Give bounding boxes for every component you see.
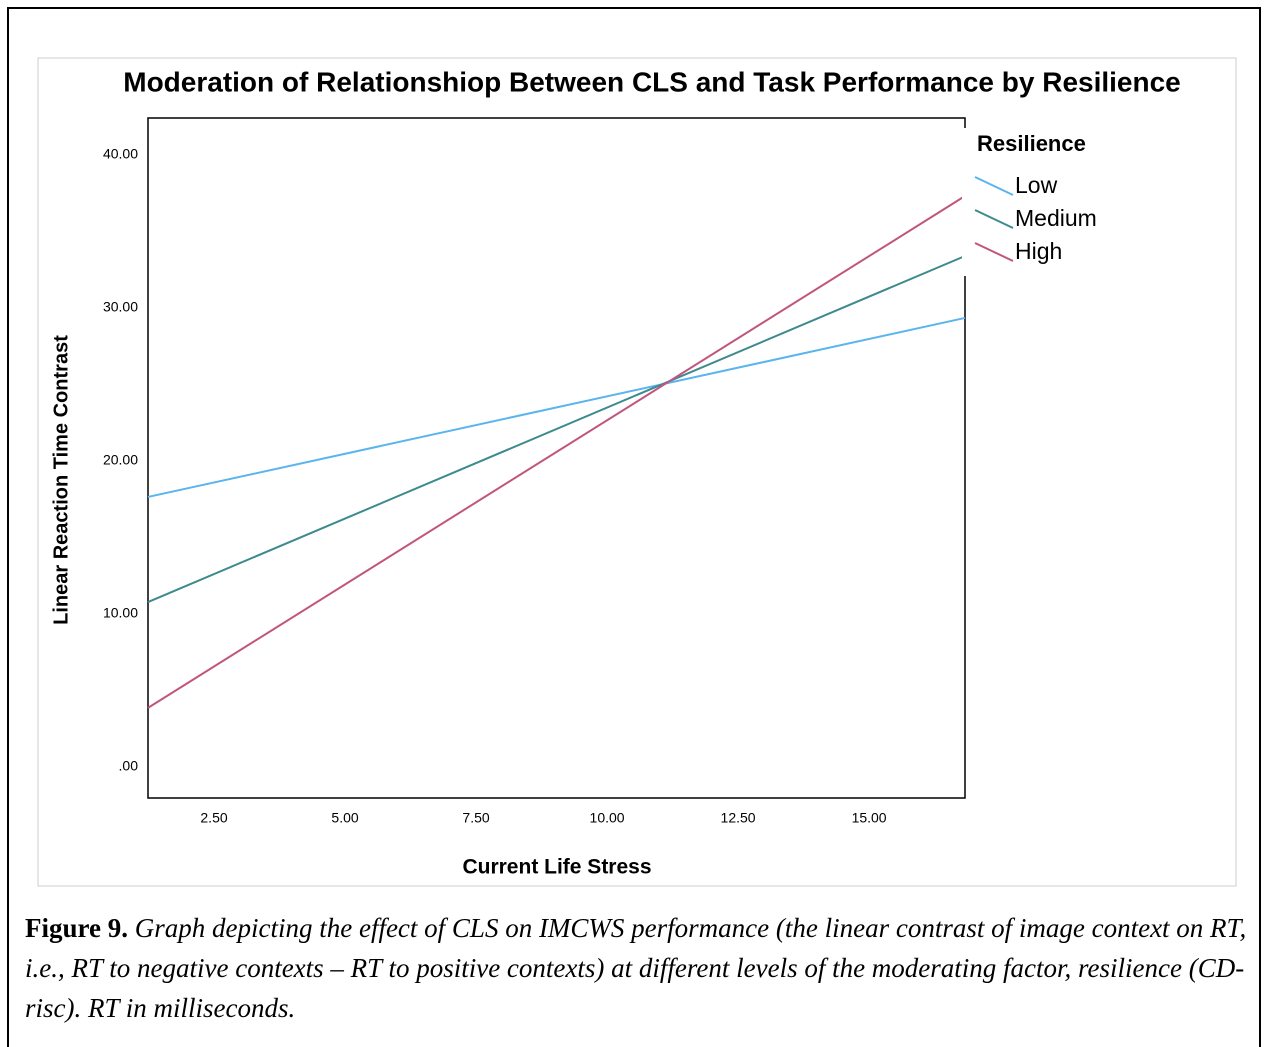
caption: Figure 9. Graph depicting the effect of … <box>25 908 1250 1028</box>
series-line <box>147 195 966 709</box>
legend-title: Resilience <box>977 131 1086 156</box>
x-tick-label: 15.00 <box>852 810 887 826</box>
x-tick-label: 7.50 <box>462 810 489 826</box>
x-tick-label: 5.00 <box>331 810 358 826</box>
y-tick-label: 40.00 <box>103 146 138 162</box>
caption-text: Graph depicting the effect of CLS on IMC… <box>25 913 1247 1023</box>
legend-box <box>962 128 1112 276</box>
x-tick-label: 2.50 <box>200 810 227 826</box>
legend-swatch <box>974 242 1014 262</box>
series-line <box>147 255 966 603</box>
x-axis-label: Current Life Stress <box>462 856 651 879</box>
plot-area <box>147 117 966 799</box>
y-tick-label: .00 <box>119 758 139 774</box>
y-tick-label: 20.00 <box>103 452 138 468</box>
y-tick-label: 10.00 <box>103 605 138 621</box>
caption-label: Figure 9. <box>25 913 128 943</box>
legend-label: Low <box>1015 172 1058 198</box>
x-tick-label: 12.50 <box>721 810 756 826</box>
x-tick-label: 10.00 <box>590 810 625 826</box>
legend-label: High <box>1015 238 1062 264</box>
legend-label: Medium <box>1015 205 1097 231</box>
figure-frame <box>7 7 1261 1047</box>
y-tick-label: 30.00 <box>103 299 138 315</box>
chart-panel <box>37 57 1237 887</box>
chart-title: Moderation of Relationshiop Between CLS … <box>123 66 1181 97</box>
series-line <box>147 316 966 498</box>
legend-swatch <box>974 176 1014 196</box>
y-axis-label: Linear Reaction Time Contrast <box>50 335 72 625</box>
legend-swatch <box>974 209 1014 229</box>
